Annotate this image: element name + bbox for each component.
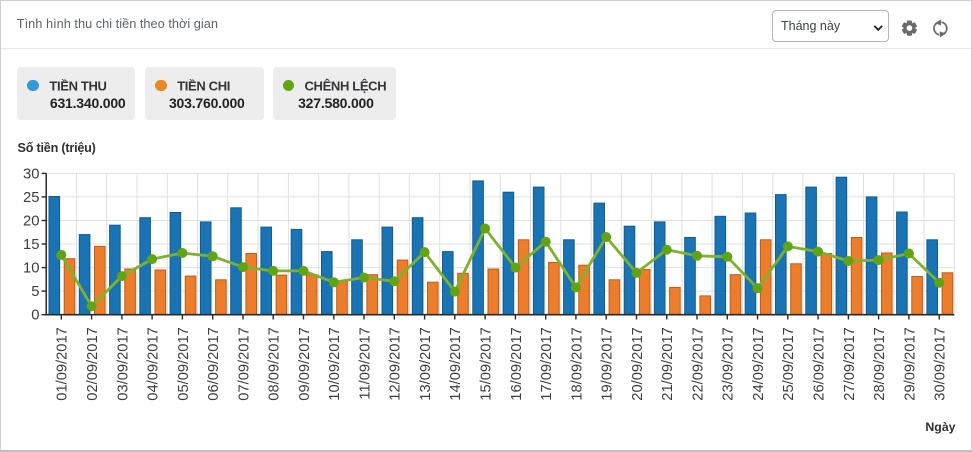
svg-text:24/09/2017: 24/09/2017 bbox=[751, 327, 767, 401]
svg-text:08/09/2017: 08/09/2017 bbox=[267, 327, 283, 401]
svg-text:17/09/2017: 17/09/2017 bbox=[539, 327, 555, 401]
svg-text:14/09/2017: 14/09/2017 bbox=[448, 327, 464, 401]
svg-text:20: 20 bbox=[23, 214, 39, 230]
svg-text:29/09/2017: 29/09/2017 bbox=[902, 327, 918, 401]
svg-text:16/09/2017: 16/09/2017 bbox=[509, 327, 525, 401]
svg-text:15/09/2017: 15/09/2017 bbox=[479, 327, 495, 401]
svg-text:10: 10 bbox=[23, 261, 39, 277]
svg-text:28/09/2017: 28/09/2017 bbox=[872, 327, 888, 401]
svg-text:20/09/2017: 20/09/2017 bbox=[630, 327, 646, 401]
svg-text:05/09/2017: 05/09/2017 bbox=[176, 327, 192, 401]
svg-text:27/09/2017: 27/09/2017 bbox=[842, 327, 858, 401]
svg-text:23/09/2017: 23/09/2017 bbox=[721, 327, 737, 401]
svg-text:03/09/2017: 03/09/2017 bbox=[115, 327, 131, 401]
svg-text:04/09/2017: 04/09/2017 bbox=[146, 327, 162, 401]
svg-text:18/09/2017: 18/09/2017 bbox=[569, 327, 585, 401]
svg-text:06/09/2017: 06/09/2017 bbox=[206, 327, 222, 401]
svg-text:30: 30 bbox=[23, 166, 39, 182]
svg-text:15: 15 bbox=[23, 237, 39, 253]
svg-text:12/09/2017: 12/09/2017 bbox=[388, 327, 404, 401]
svg-text:22/09/2017: 22/09/2017 bbox=[690, 327, 706, 401]
svg-text:30/09/2017: 30/09/2017 bbox=[933, 327, 949, 401]
svg-text:02/09/2017: 02/09/2017 bbox=[85, 327, 101, 401]
svg-text:09/09/2017: 09/09/2017 bbox=[297, 327, 313, 401]
svg-text:5: 5 bbox=[31, 284, 39, 300]
svg-text:Số tiền (triệu): Số tiền (triệu) bbox=[18, 141, 96, 155]
svg-text:11/09/2017: 11/09/2017 bbox=[357, 327, 373, 399]
svg-text:25: 25 bbox=[23, 190, 39, 206]
svg-text:25/09/2017: 25/09/2017 bbox=[781, 327, 797, 401]
svg-text:10/09/2017: 10/09/2017 bbox=[327, 327, 343, 401]
svg-text:Ngày: Ngày bbox=[925, 420, 955, 434]
svg-text:07/09/2017: 07/09/2017 bbox=[236, 327, 252, 401]
svg-text:01/09/2017: 01/09/2017 bbox=[55, 327, 71, 401]
svg-text:13/09/2017: 13/09/2017 bbox=[418, 327, 434, 401]
svg-text:0: 0 bbox=[31, 308, 39, 324]
svg-text:21/09/2017: 21/09/2017 bbox=[660, 327, 676, 401]
svg-text:19/09/2017: 19/09/2017 bbox=[600, 327, 616, 401]
svg-text:26/09/2017: 26/09/2017 bbox=[812, 327, 828, 401]
